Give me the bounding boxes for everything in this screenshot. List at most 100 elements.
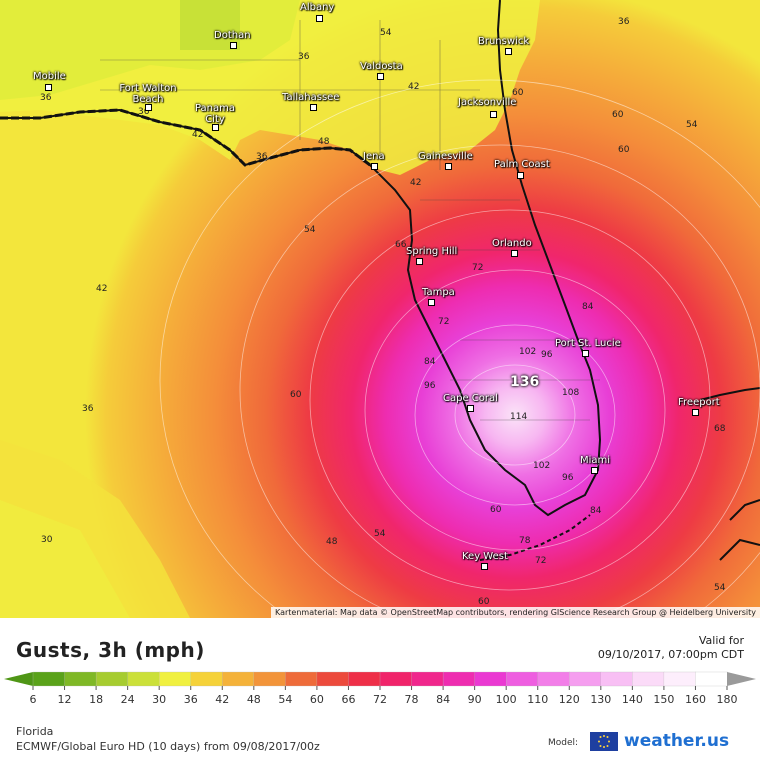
color-scale: 6 12 18 24 30 36 42 48 54 60 66 72 78 84 90 100 110 120 13… [4, 671, 756, 706]
map-attribution[interactable]: Kartenmaterial: Map data © OpenStreetMap… [270, 607, 760, 618]
scale-arrow-low [4, 672, 33, 686]
city-label: Tallahassee [282, 92, 340, 103]
contour-label: 68 [714, 424, 726, 434]
city-marker [582, 350, 589, 357]
scale-tick-label: 120 [559, 693, 580, 706]
eu-flag-icon [590, 732, 618, 751]
contour-label: 72 [438, 317, 450, 327]
contour-label: 102 [533, 461, 551, 471]
city-tampa[interactable]: Tampa [422, 287, 455, 298]
city-spring-hill[interactable]: Spring Hill [406, 246, 457, 257]
city-palm-coast[interactable]: Palm Coast [494, 159, 550, 170]
contour-label: 84 [424, 357, 436, 367]
scale-swatch [663, 671, 697, 687]
scale-swatch [190, 671, 223, 687]
contour-label: 36 [256, 152, 268, 162]
city-gainesville[interactable]: Gainesville [418, 151, 473, 162]
city-label: Albany [300, 2, 335, 13]
city-orlando[interactable]: Orlando [492, 238, 532, 249]
city-label: Valdosta [360, 61, 403, 72]
scale-tick-label: 100 [496, 693, 517, 706]
brand-name: weather.us [624, 731, 730, 751]
city-miami[interactable]: Miami [580, 455, 610, 466]
contour-label: 42 [192, 130, 204, 140]
contour-label: 54 [374, 529, 386, 539]
scale-tick-label: 24 [121, 693, 135, 706]
model-label: Model: [548, 738, 579, 748]
contour-label: 36 [618, 17, 630, 27]
city-port-st-lucie[interactable]: Port St. Lucie [555, 338, 621, 349]
scale-swatch [222, 671, 255, 687]
city-marker [377, 73, 384, 80]
scale-tick-label: 18 [89, 693, 103, 706]
city-brunswick[interactable]: Brunswick [478, 36, 529, 47]
scale-swatch [316, 671, 350, 687]
scale-tick-label: 6 [30, 693, 37, 706]
contour-label: 60 [290, 390, 302, 400]
contour-label: 108 [562, 388, 580, 398]
contour-label: 60 [612, 110, 624, 120]
city-tallahassee[interactable]: Tallahassee [282, 92, 339, 103]
city-albany[interactable]: Albany [300, 2, 334, 13]
contour-label: 42 [96, 284, 108, 294]
contour-label: 42 [408, 82, 420, 92]
city-label: Spring Hill [406, 246, 458, 257]
contour-label: 60 [512, 88, 524, 98]
city-valdosta[interactable]: Valdosta [360, 61, 403, 72]
contour-label: 78 [519, 536, 531, 546]
contour-label: 114 [510, 412, 528, 422]
city-marker [316, 15, 323, 22]
scale-tick-label: 90 [468, 693, 482, 706]
scale-swatch [569, 671, 602, 687]
city-label: Port St. Lucie [555, 338, 621, 349]
city-marker [145, 104, 152, 111]
model-info: ECMWF/Global Euro HD (10 days) from 09/0… [16, 740, 320, 753]
scale-swatch [506, 671, 539, 687]
scale-swatch [95, 671, 129, 687]
scale-tick-label: 84 [436, 693, 450, 706]
scale-swatch [32, 671, 66, 687]
city-label: Fort Walton Beach [119, 83, 177, 105]
scale-tick-label: 12 [58, 693, 72, 706]
valid-datetime: 09/10/2017, 07:00pm CDT [597, 648, 744, 661]
scale-tick-label: 66 [341, 693, 355, 706]
city-label: Gainesville [418, 151, 473, 162]
city-label: Panama City [194, 103, 236, 125]
scale-tick-label: 110 [527, 693, 548, 706]
scale-swatch [348, 671, 381, 687]
city-jena[interactable]: Jena [363, 151, 385, 162]
contour-label: 96 [541, 350, 553, 360]
city-label: Key West [462, 551, 508, 562]
scale-swatch [695, 671, 728, 687]
city-marker [428, 299, 435, 306]
weather-map[interactable]: 36 54 36 36 60 42 54 36 42 48 36 42 60 5… [0, 0, 760, 618]
region-label: Florida [16, 725, 54, 738]
city-marker [511, 250, 518, 257]
city-jacksonville[interactable]: Jacksonville [458, 97, 516, 108]
city-marker [692, 409, 699, 416]
scale-swatch [474, 671, 507, 687]
city-dothan[interactable]: Dothan [214, 30, 251, 41]
city-panama-city[interactable]: Panama City [193, 103, 237, 125]
city-marker [212, 124, 219, 131]
city-label: Jacksonville [458, 97, 517, 108]
scale-swatch [537, 671, 570, 687]
scale-tick-label: 60 [310, 693, 324, 706]
contour-label: 72 [535, 556, 547, 566]
city-mobile[interactable]: Mobile [33, 71, 66, 82]
city-marker [505, 48, 512, 55]
city-key-west[interactable]: Key West [462, 551, 508, 562]
city-fort-walton-beach[interactable]: Fort Walton Beach [118, 83, 178, 105]
city-cape-coral[interactable]: Cape Coral [443, 393, 498, 404]
scale-tick-label: 160 [685, 693, 706, 706]
contour-label: 48 [318, 137, 330, 147]
scale-tick-label: 140 [622, 693, 643, 706]
city-label: Tampa [422, 287, 455, 298]
brand-logo[interactable]: Model: weather.us [548, 730, 748, 754]
city-freeport[interactable]: Freeport [678, 397, 720, 408]
contour-label: 54 [304, 225, 316, 235]
city-label: Orlando [492, 238, 532, 249]
contour-label: 30 [41, 535, 53, 545]
contour-label: 66 [395, 240, 407, 250]
scale-tick-label: 42 [215, 693, 229, 706]
